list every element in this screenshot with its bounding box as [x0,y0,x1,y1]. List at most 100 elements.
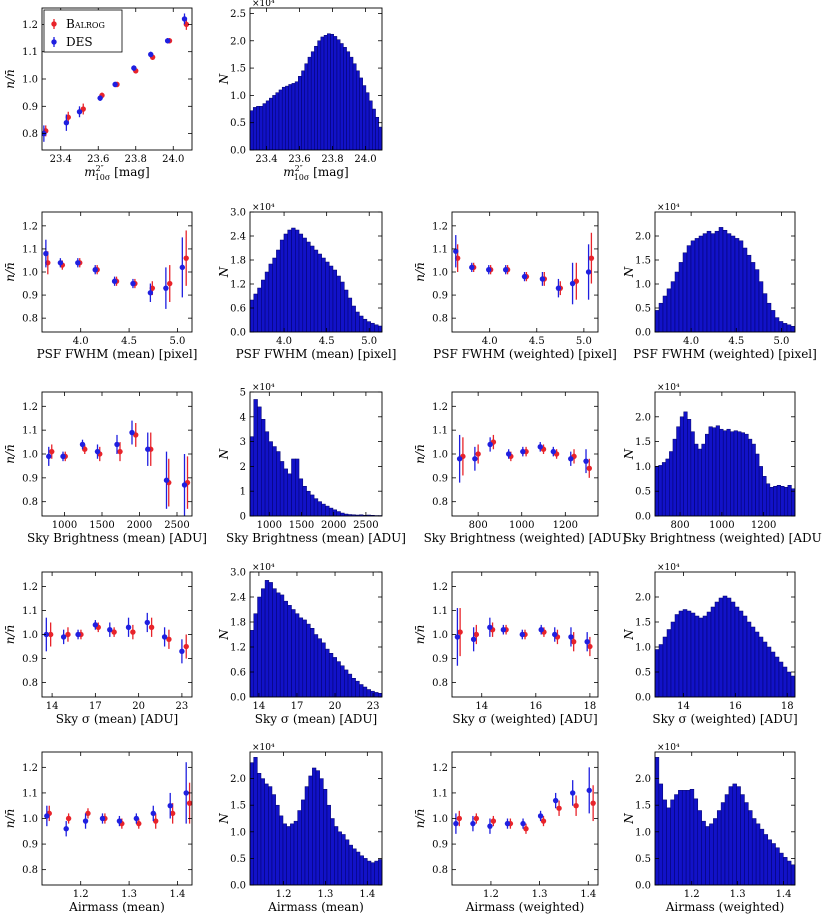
histogram-bar [790,325,795,332]
x-tick-label: 14 [253,701,266,712]
y-tick-label: 1.0 [432,268,448,279]
axes-frame [249,7,383,151]
y-axis-label: N [217,266,231,278]
des-point [76,109,83,115]
plot-area [453,767,596,834]
histogram-bar [330,818,335,885]
y-tick-label: 0.8 [432,314,448,325]
y-tick-label: 1.0 [635,280,651,291]
histogram-bar [257,287,262,332]
histogram-bar [314,45,318,150]
y-axis-label: n/n̄ [3,809,17,829]
histogram-bar [276,592,281,697]
y-tick-label: 1.2 [22,221,38,232]
des-point [456,456,463,462]
des-point [502,266,509,273]
histogram-bar [250,299,255,332]
histogram-bar [315,770,320,885]
x-tick-label: 2500 [353,520,378,531]
x-tick-label: 1.4 [359,889,375,900]
des-point [181,482,188,488]
histogram-bar [655,757,660,885]
des-point [129,429,135,436]
des-point [179,648,185,655]
y-axis-label: n/n̄ [413,809,427,829]
histogram-bar [744,433,749,516]
x-tick-label: 14 [46,701,59,712]
axis-multiplier: ×10⁴ [657,563,680,573]
x-tick-label: 1.2 [684,889,700,900]
balrog-point [556,805,562,811]
histogram-bar [306,241,311,332]
des-point [519,631,525,638]
histogram-bar [302,237,307,332]
histogram-bar [787,484,792,516]
histogram-bar [344,289,349,332]
des-point [552,631,558,638]
plot-area [456,434,592,483]
histogram-bar [375,116,380,150]
des-point [44,813,50,819]
histogram-bar [312,767,317,885]
histogram-bar [763,834,769,885]
histogram-bar [290,823,295,885]
balrog-point [540,818,547,824]
histogram-bar [766,646,772,697]
y-tick-label: 0.0 [635,512,651,523]
histogram-bar [355,70,360,150]
histogram-bar [279,815,284,885]
histogram-bar [327,33,331,150]
histogram-bar [275,804,280,885]
x-axis-label: PSF FWHM (mean) [pixel] [236,347,397,361]
histogram-bar [701,443,706,516]
plot-area [46,420,191,516]
axis-multiplier: ×10⁴ [252,563,275,573]
histogram-bar [334,826,339,885]
y-tick-label: 1.0 [432,450,448,461]
histogram-bar [306,623,311,697]
des-point [92,622,99,628]
y-tick-label: 0.0 [230,146,246,157]
histogram-bar [748,438,753,516]
histogram-bar [363,858,368,885]
axis-multiplier: ×10⁴ [252,743,275,753]
des-point [539,276,546,282]
des-point [148,51,154,58]
des-point [111,278,118,284]
histogram-bar [732,783,737,885]
histogram-bar [310,494,315,516]
histogram-bar [730,601,736,697]
des-point [453,820,459,827]
x-axis-label-m: m [283,165,294,179]
histogram-bar [253,399,258,516]
histogram-bar [295,458,300,516]
histogram-bar [694,443,699,516]
balrog-point [475,451,481,457]
balrog-point [457,629,463,635]
y-tick-label: 2.0 [230,774,246,785]
des-point [79,441,86,448]
histogram-bar [730,235,736,332]
histogram-bar [670,621,676,697]
histogram-bar [253,293,258,332]
plot-area [44,762,192,837]
x-axis-label: Airmass (mean) [267,900,364,914]
x-tick-label: 1.4 [170,889,186,900]
y-tick-label: 0.8 [22,678,38,689]
des-point [114,441,120,448]
histogram-bar [250,630,255,697]
histogram-bar [722,229,728,332]
histogram-bar [282,823,287,885]
histogram-bar [343,47,347,150]
histogram-bar [762,641,768,697]
x-tick-label: 23.8 [321,154,343,165]
y-tick-label: 1.5 [230,64,246,75]
histogram-bar [257,406,262,516]
balrog-point [523,826,529,832]
y-axis-label: N [217,813,231,825]
histogram-bar [740,432,745,516]
histogram-bar [355,311,360,332]
y-tick-label: 1.1 [22,788,38,799]
histogram-bar [678,790,683,885]
x-tick-label: 800 [671,520,690,531]
